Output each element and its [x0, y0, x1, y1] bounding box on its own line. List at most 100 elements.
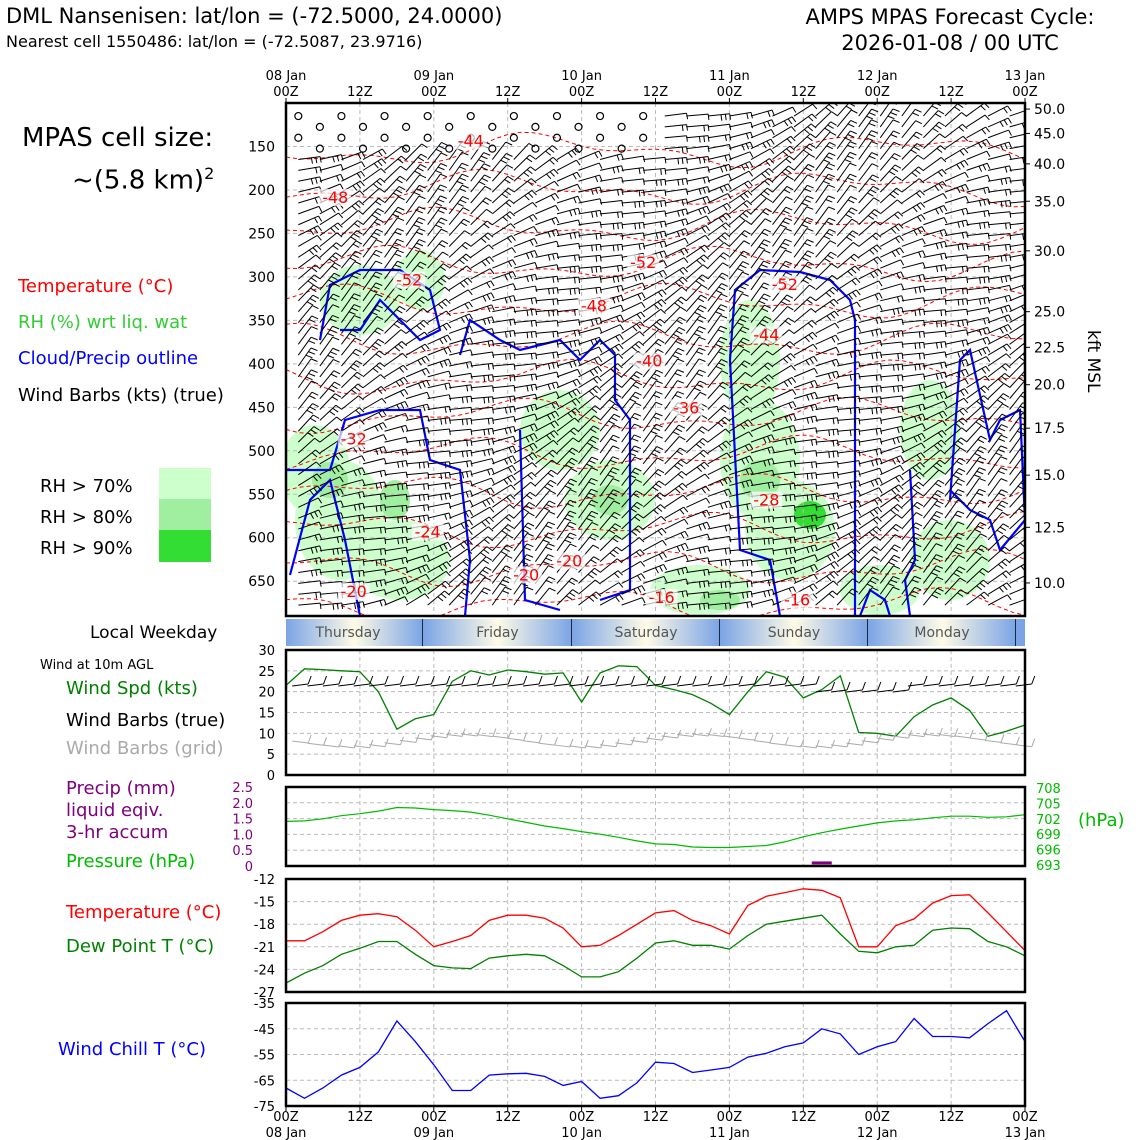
surface-wind-barb — [907, 683, 925, 687]
wind-barb — [298, 235, 322, 247]
wind-barb — [341, 559, 365, 566]
wind-barb — [427, 163, 448, 182]
wind-barb — [599, 363, 623, 378]
wind-barb — [966, 326, 991, 336]
pressure-tick-label: 250 — [248, 226, 275, 242]
wind-barb — [427, 184, 447, 204]
wind-barb — [642, 527, 667, 541]
wind-barb — [750, 588, 775, 598]
wind-barb — [686, 176, 710, 184]
wind-barb — [599, 434, 620, 454]
wind-barb — [686, 186, 711, 195]
legend-temperature: Temperature (°C) — [17, 276, 173, 297]
wind-barb — [599, 176, 624, 184]
wind-barb — [513, 452, 538, 465]
calm-wind-circle — [488, 144, 497, 153]
wind-barb — [621, 501, 643, 519]
wind-barb — [578, 385, 602, 400]
wind-barb — [772, 365, 796, 378]
precip-tick-label: 0 — [245, 860, 253, 875]
wind-barb — [685, 326, 706, 345]
grid-wind-barb — [938, 733, 955, 737]
wind-barb — [535, 371, 560, 378]
wind-barb — [319, 212, 344, 226]
calm-wind-circle — [509, 111, 518, 121]
wind-barb — [794, 472, 818, 480]
wind-barb — [880, 363, 904, 371]
top-hour-label: 00Z — [421, 85, 447, 100]
wind-barb — [491, 504, 515, 519]
wind-barb — [922, 532, 943, 552]
wind-barb — [879, 141, 901, 160]
calm-wind-circle — [315, 144, 324, 153]
wind-barb — [836, 509, 862, 519]
wind-barb — [729, 151, 754, 160]
wind-barb — [772, 556, 797, 565]
wind-barb — [901, 226, 926, 237]
wind-barb — [405, 343, 430, 356]
pressure-tick-label: 450 — [248, 400, 275, 416]
wind-barb — [815, 346, 840, 356]
wind-barb — [966, 567, 989, 584]
wind-barb — [384, 448, 409, 456]
wind-barb — [492, 259, 517, 269]
wind-barb — [815, 228, 836, 247]
wind-barb — [384, 526, 408, 534]
wind-barb — [664, 157, 688, 165]
wind-barb — [707, 283, 728, 302]
wind-barb — [448, 529, 473, 541]
wind-barb — [1009, 587, 1025, 595]
wind-barb — [686, 521, 711, 531]
wind-barb — [944, 207, 969, 216]
wind-barb — [492, 385, 516, 392]
wind-barb — [944, 489, 965, 508]
wind-barb — [297, 264, 321, 280]
wind-barb — [836, 558, 860, 573]
wind-barb — [599, 500, 621, 519]
grid-wind-barb — [861, 740, 878, 744]
kft-tick-label: 22.5 — [1034, 340, 1065, 356]
wind-barb — [987, 403, 1009, 421]
wind-barb — [643, 200, 667, 208]
wind-barb — [793, 296, 816, 313]
grid-wind-barb — [661, 735, 678, 739]
wind-barb — [513, 462, 537, 476]
wind-barb — [750, 422, 775, 432]
wind-barb — [298, 176, 322, 185]
wind-chill-line — [285, 1009, 1026, 1100]
wind-barb — [836, 130, 857, 149]
wind-barb — [1009, 122, 1025, 130]
wind-barb — [341, 419, 365, 432]
wind-barb — [470, 536, 494, 552]
wind-barb — [362, 422, 387, 432]
wind-barb — [427, 541, 452, 552]
wind-barb — [341, 151, 366, 160]
kft-tick-label: 25.0 — [1034, 305, 1065, 321]
wind-barb — [729, 161, 754, 171]
wind-barb — [901, 108, 922, 128]
grid-wind-barb — [846, 742, 863, 746]
wind-barb — [405, 174, 427, 193]
wind-barb — [686, 113, 710, 121]
wind-barb — [966, 446, 987, 465]
wind-barb — [621, 537, 645, 552]
temperature-line — [286, 888, 1026, 952]
wind-barb — [319, 558, 344, 566]
surface-wind-barb — [446, 683, 463, 687]
grid-wind-barb — [615, 742, 632, 746]
wind-barb — [793, 239, 814, 258]
wind-barb — [405, 583, 430, 595]
wind-barb — [707, 336, 728, 356]
wind-barb — [664, 218, 689, 226]
rh70-swatch — [159, 468, 211, 499]
wind-barb — [1009, 284, 1025, 292]
wind-barb — [815, 450, 839, 458]
wind-barb — [664, 266, 688, 280]
wind-barb — [858, 587, 879, 606]
wind-barb — [987, 534, 1010, 552]
wind-barb — [621, 155, 646, 163]
pressure-tick-label: 500 — [248, 444, 275, 460]
wind-barb — [944, 147, 969, 160]
wind-barb — [944, 510, 965, 530]
surface-wind-barb — [430, 683, 447, 687]
